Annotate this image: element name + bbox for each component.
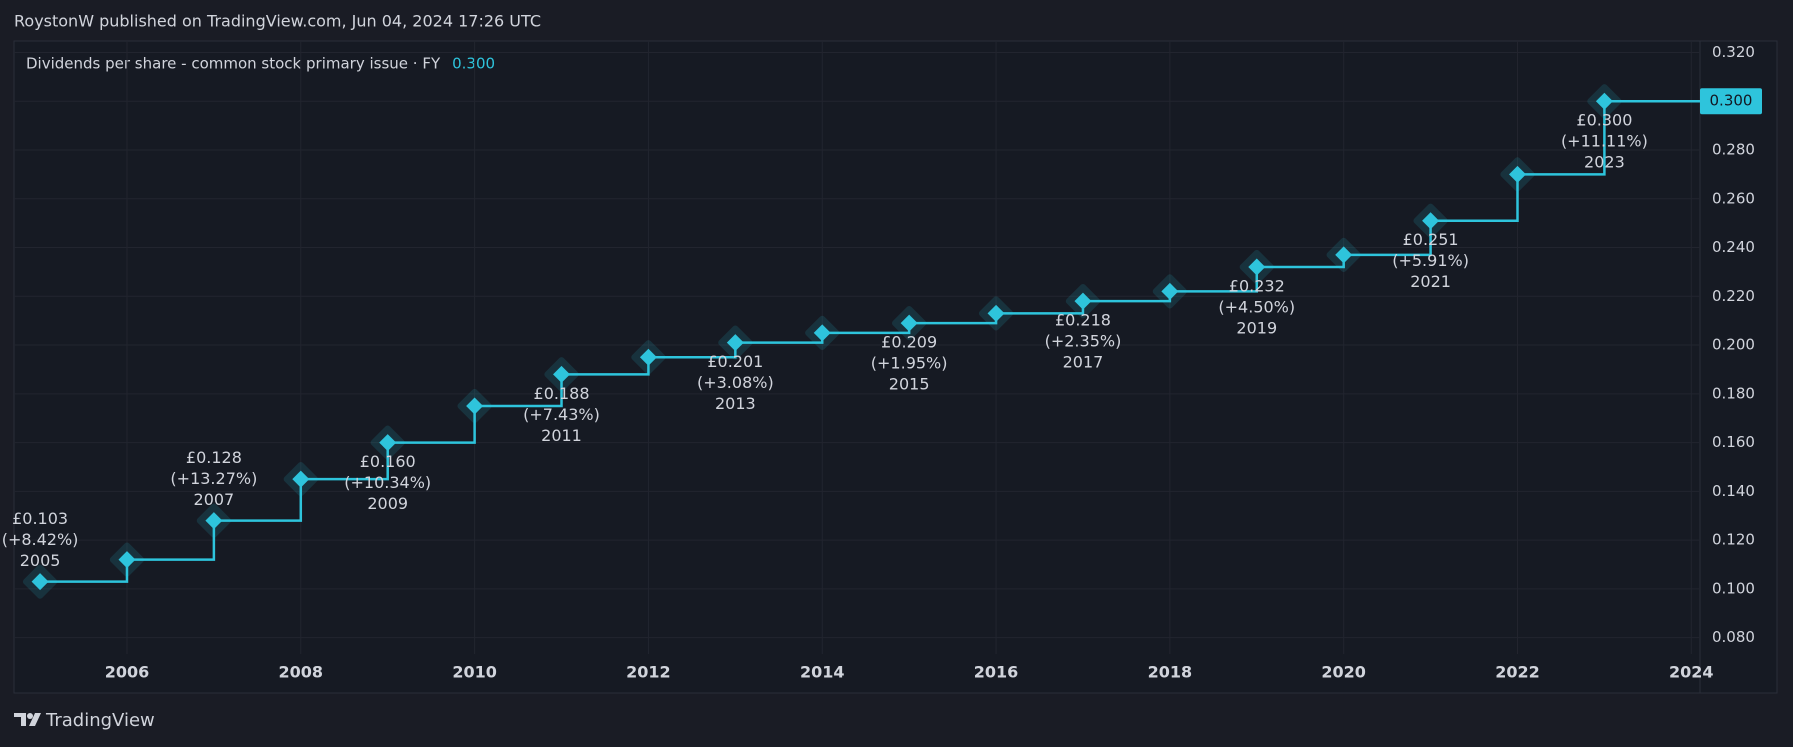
x-tick-label: 2010 bbox=[452, 663, 497, 682]
change-label: (+13.27%) bbox=[170, 469, 257, 488]
change-label: (+1.95%) bbox=[871, 354, 948, 373]
change-label: (+3.08%) bbox=[697, 373, 774, 392]
price-tag-label: 0.300 bbox=[1710, 92, 1753, 110]
y-tick-label: 0.160 bbox=[1712, 433, 1755, 451]
y-tick-label: 0.320 bbox=[1712, 43, 1755, 61]
legend-name: Dividends per share - common stock prima… bbox=[26, 55, 441, 73]
value-label: £0.188 bbox=[534, 384, 590, 403]
x-tick-label: 2016 bbox=[974, 663, 1019, 682]
y-tick-label: 0.120 bbox=[1712, 531, 1755, 549]
change-label: (+7.43%) bbox=[523, 405, 600, 424]
year-label: 2015 bbox=[889, 375, 930, 394]
year-label: 2013 bbox=[715, 394, 756, 413]
year-label: 2019 bbox=[1236, 319, 1277, 338]
value-label: £0.218 bbox=[1055, 311, 1111, 330]
marker bbox=[553, 365, 571, 383]
year-label: 2005 bbox=[20, 551, 61, 570]
x-tick-label: 2006 bbox=[105, 663, 150, 682]
price-tag bbox=[1700, 88, 1762, 115]
marker bbox=[987, 304, 1005, 322]
marker bbox=[118, 551, 136, 569]
x-tick-label: 2020 bbox=[1321, 663, 1366, 682]
logo-dot bbox=[27, 713, 33, 719]
x-tick-label: 2014 bbox=[800, 663, 845, 682]
y-tick-label: 0.220 bbox=[1712, 287, 1755, 305]
y-tick-label: 0.260 bbox=[1712, 189, 1755, 207]
x-tick-label: 2022 bbox=[1495, 663, 1540, 682]
marker bbox=[379, 434, 397, 452]
value-label: £0.209 bbox=[881, 333, 937, 352]
year-label: 2021 bbox=[1410, 272, 1451, 291]
value-label: £0.160 bbox=[360, 452, 416, 471]
value-label: £0.300 bbox=[1576, 111, 1632, 130]
y-tick-label: 0.100 bbox=[1712, 579, 1755, 597]
x-tick-label: 2018 bbox=[1148, 663, 1193, 682]
logo-mark bbox=[14, 713, 41, 726]
marker bbox=[205, 512, 223, 530]
legend-value: 0.300 bbox=[452, 55, 495, 73]
change-label: (+10.34%) bbox=[344, 473, 431, 492]
value-label: £0.251 bbox=[1403, 230, 1459, 249]
marker bbox=[292, 470, 310, 488]
y-tick-label: 0.240 bbox=[1712, 238, 1755, 256]
x-tick-label: 2008 bbox=[279, 663, 324, 682]
marker bbox=[31, 573, 49, 591]
x-tick-label: 2012 bbox=[626, 663, 671, 682]
change-label: (+2.35%) bbox=[1045, 332, 1122, 351]
year-label: 2007 bbox=[194, 490, 235, 509]
year-label: 2023 bbox=[1584, 153, 1625, 172]
marker bbox=[466, 397, 484, 415]
value-label: £0.128 bbox=[186, 448, 242, 467]
y-tick-label: 0.280 bbox=[1712, 140, 1755, 158]
value-label: £0.103 bbox=[12, 509, 68, 528]
change-label: (+11.11%) bbox=[1561, 132, 1648, 151]
y-tick-label: 0.080 bbox=[1712, 628, 1755, 646]
marker bbox=[639, 348, 657, 366]
year-label: 2011 bbox=[541, 426, 582, 445]
y-tick-label: 0.140 bbox=[1712, 482, 1755, 500]
year-label: 2009 bbox=[367, 494, 408, 513]
year-label: 2017 bbox=[1063, 353, 1104, 372]
value-label: £0.232 bbox=[1229, 277, 1285, 296]
y-tick-label: 0.180 bbox=[1712, 384, 1755, 402]
y-tick-label: 0.200 bbox=[1712, 336, 1755, 354]
marker bbox=[813, 324, 831, 342]
grid bbox=[14, 41, 1700, 654]
brand-logo bbox=[14, 713, 41, 726]
x-tick-label: 2024 bbox=[1669, 663, 1714, 682]
header-text: RoystonW published on TradingView.com, J… bbox=[14, 12, 541, 31]
change-label: (+5.91%) bbox=[1392, 251, 1469, 270]
brand-name: TradingView bbox=[45, 710, 155, 731]
change-label: (+8.42%) bbox=[2, 530, 79, 549]
marker bbox=[726, 334, 744, 352]
change-label: (+4.50%) bbox=[1218, 298, 1295, 317]
value-label: £0.201 bbox=[707, 352, 763, 371]
marker bbox=[900, 314, 918, 332]
